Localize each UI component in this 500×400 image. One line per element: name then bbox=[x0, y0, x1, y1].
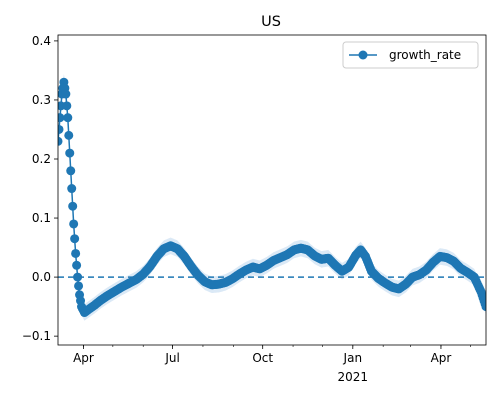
chart-title: US bbox=[261, 14, 281, 30]
y-tick-label: 0.3 bbox=[32, 93, 51, 107]
legend-label: growth_rate bbox=[389, 48, 461, 62]
growth-rate-point bbox=[58, 136, 63, 146]
legend-dot-marker bbox=[358, 50, 368, 60]
growth-rate-point bbox=[71, 248, 81, 258]
growth-rate-point bbox=[61, 89, 71, 99]
x-tick-label: Jul bbox=[164, 351, 179, 365]
growth-rate-point bbox=[481, 302, 486, 312]
legend-box bbox=[342, 41, 479, 69]
plot-frame bbox=[57, 34, 487, 346]
x-tick-label: Oct bbox=[252, 351, 273, 365]
y-tick-label: 0.2 bbox=[32, 152, 51, 166]
y-tick-label: 0.0 bbox=[32, 270, 51, 284]
growth-rate-point bbox=[58, 124, 64, 134]
x-tick-label: Apr bbox=[431, 351, 452, 365]
growth-rate-point bbox=[69, 219, 79, 229]
plot-area bbox=[58, 73, 486, 321]
growth-rate-point bbox=[70, 234, 80, 244]
growth-rate-point bbox=[64, 130, 74, 140]
growth-rate-point bbox=[73, 272, 83, 282]
growth-rate-point bbox=[63, 113, 73, 123]
growth-rate-point bbox=[67, 184, 77, 194]
growth-rate-point bbox=[62, 101, 72, 111]
y-axis: −0.1 0.0 0.1 0.2 0.3 0.4 bbox=[22, 34, 58, 343]
x-year-label: 2021 bbox=[338, 370, 369, 384]
y-tick-label: 0.4 bbox=[32, 34, 51, 48]
growth-rate-point bbox=[74, 281, 84, 291]
growth-rate-point bbox=[66, 166, 76, 176]
growth-rate-point bbox=[58, 113, 65, 123]
growth-rate-point bbox=[72, 260, 82, 270]
y-tick-label: −0.1 bbox=[22, 329, 51, 343]
x-axis: Apr Jul Oct Jan Apr 2021 bbox=[73, 345, 471, 384]
y-tick-label: 0.1 bbox=[32, 211, 51, 225]
x-tick-label: Apr bbox=[73, 351, 94, 365]
growth-rate-point bbox=[68, 201, 78, 211]
legend: growth_rate bbox=[342, 41, 479, 69]
growth-rate-point bbox=[65, 148, 75, 158]
x-tick-label: Jan bbox=[343, 351, 363, 365]
